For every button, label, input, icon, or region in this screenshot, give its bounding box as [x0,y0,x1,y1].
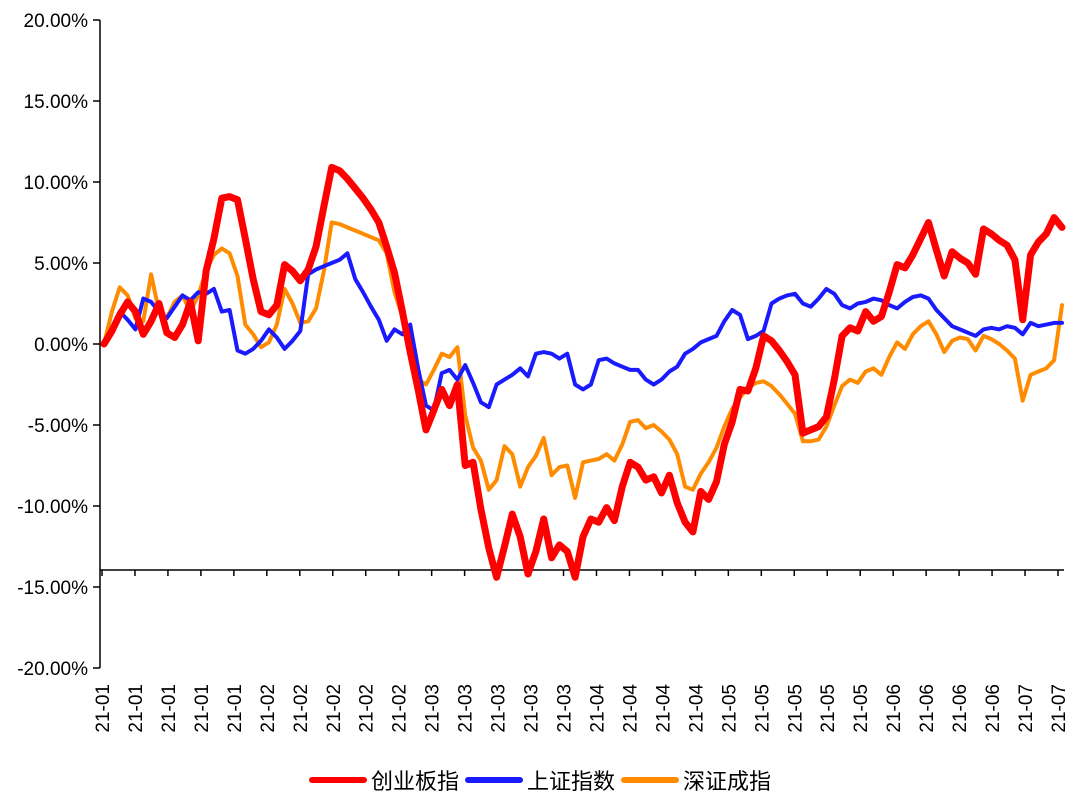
x-tick-label: 21-04 [587,684,608,733]
legend-label-cyb: 创业板指 [370,770,459,795]
legend-swatch-sz [621,777,679,783]
y-tick-label: 15.00% [24,92,89,113]
y-tick-label: -10.00% [17,497,88,518]
x-tick-label: 21-01 [126,684,147,733]
x-tick-label: 21-06 [950,684,971,733]
x-tick-label: 21-02 [357,684,378,733]
x-tick-label: 21-04 [686,684,707,733]
y-tick-label: -15.00% [17,578,88,599]
line-chart: 20.00% 15.00% 10.00% 5.00% 0.00% -5.00% -10.00… [17,11,1070,733]
legend-label-sh: 上证指数 [526,770,615,795]
y-tick-label: -5.00% [28,416,88,437]
series-lines [100,163,1066,581]
x-tick-label: 21-03 [423,684,444,733]
y-tick-label: 10.00% [24,173,89,194]
legend-item-cyb: 创业板指 [308,764,459,796]
legend: 创业板指 上证指数 深证成指 [0,764,1080,796]
x-tick-label: 21-05 [818,684,839,733]
x-tick-label: 21-01 [192,684,213,733]
x-tick-label: 21-03 [555,684,576,733]
x-tick-label: 21-05 [785,684,806,733]
x-tick-label: 21-02 [291,684,312,733]
x-tick-label: 21-03 [522,684,543,733]
x-tick-label: 21-02 [390,684,411,733]
x-tick-label: 21-01 [225,684,246,733]
y-tick-label: -20.00% [17,659,88,680]
x-tick-label: 21-01 [93,684,114,733]
x-tick-label: 21-03 [489,684,510,733]
x-tick-label: 21-01 [159,684,180,733]
x-tick-label: 21-05 [719,684,740,733]
series-line-1 [102,251,1064,413]
x-tick-label: 21-06 [983,684,1004,733]
legend-item-sh: 上证指数 [464,764,615,796]
x-tick-label: 21-03 [456,684,477,733]
y-axis: 20.00% 15.00% 10.00% 5.00% 0.00% -5.00% -10.00… [17,11,101,680]
x-tick-label: 21-07 [1016,684,1037,733]
legend-label-sz: 深证成指 [683,770,772,795]
y-tick-label: 0.00% [34,335,88,356]
x-tick-label: 21-02 [258,684,279,733]
x-tick-label: 21-05 [752,684,773,733]
series-line-2 [102,220,1064,500]
x-tick-label: 21-04 [620,684,641,733]
x-axis: 21-01 21-01 21-01 21-01 21-01 21-02 21-02 21-02… [93,569,1070,733]
x-tick-label: 21-02 [324,684,345,733]
x-tick-label: 21-06 [884,684,905,733]
legend-swatch-cyb [308,777,367,783]
y-tick-label: 20.00% [24,11,89,32]
x-tick-label: 21-07 [1049,684,1070,733]
x-tick-label: 21-04 [653,684,674,733]
y-tick-label: 5.00% [34,254,88,275]
x-tick-label: 21-06 [917,684,938,733]
x-tick-label: 21-05 [851,684,872,733]
series-line-0 [100,163,1066,581]
legend-swatch-sh [464,777,523,783]
legend-item-sz: 深证成指 [621,764,771,796]
